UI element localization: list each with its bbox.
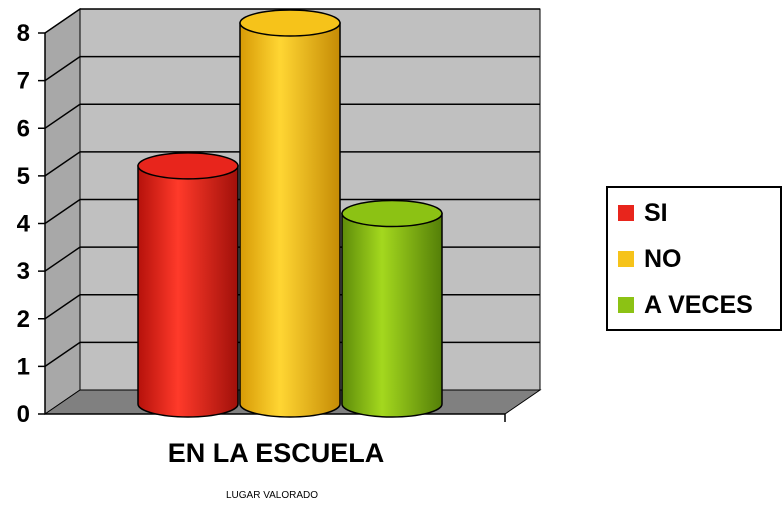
legend-swatch-no xyxy=(618,251,634,267)
bar-si xyxy=(137,152,239,418)
bar-top xyxy=(341,199,443,228)
gridline xyxy=(44,8,540,34)
legend-label-no: NO xyxy=(644,244,682,273)
y-axis: 0 1 2 3 4 5 6 7 8 xyxy=(17,20,506,428)
bar-no xyxy=(239,9,341,418)
bar-body xyxy=(137,165,239,418)
bar-body xyxy=(239,22,341,418)
gridline xyxy=(44,103,540,129)
gridline xyxy=(44,198,540,225)
legend-item-a-veces: A VECES xyxy=(618,290,753,320)
x-axis-title: LUGAR VALORADO xyxy=(226,490,318,501)
y-tick-label: 7 xyxy=(17,68,30,95)
gridline xyxy=(44,151,540,177)
legend-label-si: SI xyxy=(644,198,668,227)
gridline xyxy=(44,55,540,82)
bar-a-veces xyxy=(341,199,443,418)
legend-item-no: NO xyxy=(618,244,682,274)
bars xyxy=(137,9,443,418)
bar-top xyxy=(239,9,341,37)
y-tick-label: 5 xyxy=(17,163,30,190)
bar-top xyxy=(137,152,239,180)
bar-body xyxy=(341,212,443,418)
y-tick-label: 6 xyxy=(17,115,30,142)
legend: SI NO A VECES xyxy=(606,186,782,331)
y-tick-label: 1 xyxy=(17,353,30,380)
category-label: EN LA ESCUELA xyxy=(168,438,385,468)
y-tick-label: 8 xyxy=(17,20,30,47)
y-tick-label: 3 xyxy=(17,258,30,285)
legend-label-a-veces: A VECES xyxy=(644,290,753,319)
y-tick-label: 2 xyxy=(17,306,30,333)
legend-item-si: SI xyxy=(618,198,668,228)
legend-swatch-a-veces xyxy=(618,297,634,313)
y-tick-label: 0 xyxy=(17,401,30,428)
legend-swatch-si xyxy=(618,205,634,221)
y-tick-label: 4 xyxy=(17,211,31,238)
